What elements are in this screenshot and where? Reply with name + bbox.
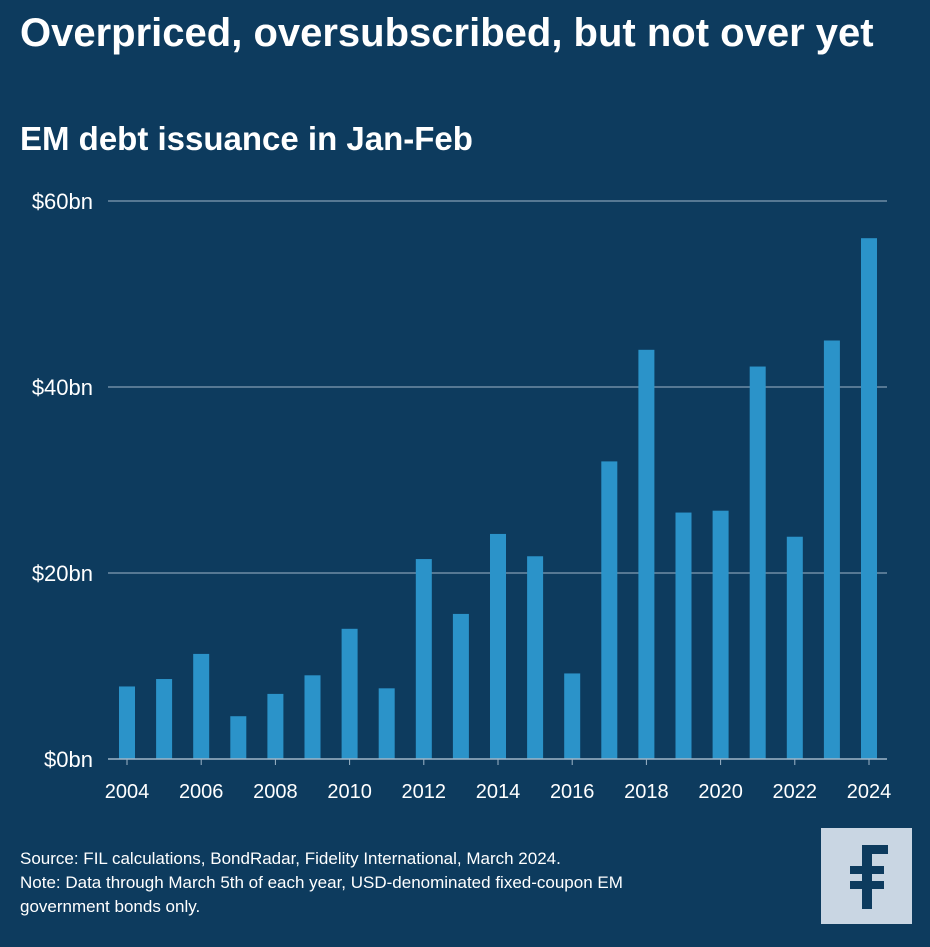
bar [267,693,284,759]
y-axis-tick-labels: $0bn $20bn $40bn $60bn [32,189,93,772]
y-tick-label: $20bn [32,561,93,586]
x-tick-label: 2014 [476,781,521,803]
x-tick-label: 2020 [698,781,743,803]
bar [638,349,655,759]
bar [749,366,766,759]
y-tick-label: $60bn [32,189,93,214]
x-tick-label: 2006 [179,781,224,803]
fidelity-logo [821,828,912,924]
bar [786,536,803,759]
source-note: Source: FIL calculations, BondRadar, Fid… [20,849,561,868]
chart-footer: Source: FIL calculations, BondRadar, Fid… [20,847,800,919]
x-tick-label: 2022 [773,781,818,803]
x-tick-label: 2010 [327,781,372,803]
bar [861,238,877,759]
bar [304,675,321,759]
bar [601,461,618,759]
data-note-line-1: Note: Data through March 5th of each yea… [20,873,623,892]
bar [712,510,729,759]
chart-subtitle: EM debt issuance in Jan-Feb [20,120,473,157]
y-tick-label: $0bn [44,747,93,772]
x-tick-label: 2008 [253,781,298,803]
bar [452,613,469,759]
bar [823,340,840,759]
x-axis-tick-labels: 2004 2006 2008 2010 2012 2014 2016 2018 2020 2022… [105,759,892,803]
bar [341,628,358,759]
bar [156,679,173,759]
x-tick-label: 2016 [550,781,595,803]
bar-chart: $0bn $20bn $40bn $60bn 2004 2006 2008 2010 2012… [32,189,892,803]
fidelity-logo-icon [850,845,888,909]
bars [119,238,877,759]
x-tick-label: 2012 [402,781,447,803]
bar [490,533,506,759]
bar [230,716,247,759]
data-note-line-2: government bonds only. [20,897,201,916]
bar [119,686,135,759]
chart-title: Overpriced, oversubscribed, but not over… [20,11,874,55]
bar [675,512,692,759]
bar [193,653,210,759]
x-tick-label: 2004 [105,781,150,803]
x-tick-label: 2018 [624,781,669,803]
bar [415,559,432,759]
bar [564,673,581,759]
grid-lines [108,200,887,574]
bar [527,556,544,759]
y-tick-label: $40bn [32,375,93,400]
bar [378,688,395,759]
x-tick-label: 2024 [847,781,892,803]
